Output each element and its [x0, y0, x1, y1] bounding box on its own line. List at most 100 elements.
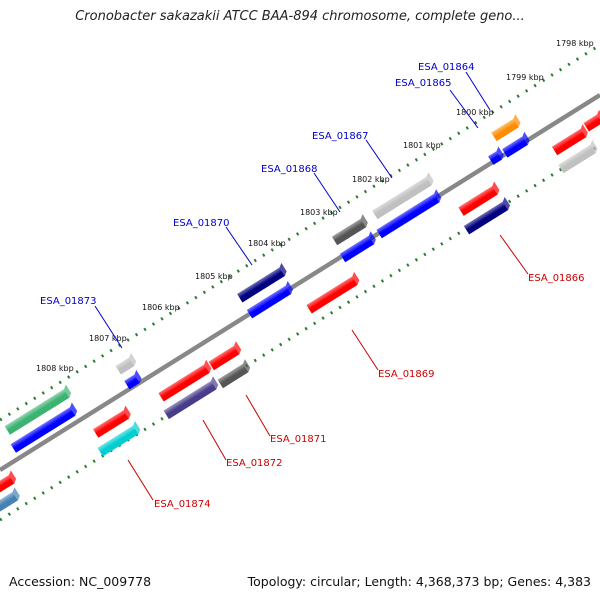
topology-info-text: Topology: circular; Length: 4,368,373 bp… — [247, 574, 591, 589]
tick-label: 1802 kbp — [352, 175, 390, 184]
gene-block-edge — [352, 271, 360, 285]
gene-block-highlight — [115, 357, 132, 371]
gene-block[interactable] — [0, 470, 18, 494]
gene-label-forward[interactable]: ESA_01865 — [395, 78, 452, 89]
tick-label: 1805 kbp — [195, 272, 233, 281]
inner-dotted-track — [0, 143, 600, 522]
gene-block-highlight — [583, 114, 600, 128]
gene-block-edge — [434, 189, 442, 203]
gene-label-reverse[interactable]: ESA_01866 — [528, 273, 585, 284]
gene-block-edge — [368, 231, 376, 245]
gene-block-highlight — [163, 380, 214, 415]
label-leader-lines — [94, 71, 529, 501]
gene-block[interactable] — [0, 487, 21, 513]
gene-label-forward[interactable]: ESA_01868 — [261, 164, 318, 175]
tick-label: 1800 kbp — [456, 108, 494, 117]
gene-block[interactable] — [207, 341, 243, 371]
gene-block[interactable] — [338, 231, 377, 263]
gene-block[interactable] — [157, 359, 213, 402]
gene-block-edge — [496, 146, 504, 160]
gene-block-highlight — [97, 425, 136, 453]
map-title: Cronobacter sakazakii ATCC BAA-894 chrom… — [75, 9, 525, 24]
outer-dotted-track — [0, 43, 600, 422]
gene-block-edge — [513, 114, 521, 128]
gene-block-edge — [243, 359, 251, 373]
gene-block-edge — [285, 280, 293, 295]
kbp-tick-labels: 1798 kbp 1799 kbp 1800 kbp 1801 kbp 1802… — [36, 39, 594, 373]
gene-block[interactable] — [216, 359, 252, 389]
gene-block-edge — [123, 405, 131, 419]
gene-block-edge — [204, 359, 212, 373]
gene-block[interactable] — [457, 181, 501, 216]
gene-block-highlight — [491, 118, 517, 137]
tick-label: 1798 kbp — [556, 39, 594, 48]
gene-block-edge — [133, 420, 141, 435]
gene-label-forward[interactable]: ESA_01867 — [312, 131, 369, 142]
tick-label: 1804 kbp — [248, 239, 286, 248]
gene-block[interactable] — [3, 384, 73, 435]
tick-label: 1801 kbp — [403, 141, 441, 150]
gene-block[interactable] — [371, 172, 436, 220]
gene-label-reverse[interactable]: ESA_01872 — [226, 458, 283, 469]
gene-block[interactable] — [582, 109, 600, 132]
tick-label: 1807 kbp — [89, 334, 127, 343]
gene-block-edge — [597, 109, 600, 124]
gene-block-highlight — [158, 364, 207, 398]
gene-block-edge — [502, 196, 510, 211]
gene-block-edge — [211, 376, 219, 390]
gene-block-highlight — [331, 218, 364, 242]
gene-block-edge — [129, 352, 137, 367]
gene-block[interactable] — [96, 420, 142, 457]
gene-block[interactable] — [245, 280, 294, 319]
gene-block-edge — [64, 384, 72, 398]
gene-block-edge — [8, 470, 17, 484]
gene-label-forward[interactable]: ESA_01864 — [418, 62, 475, 73]
gene-block-highlight — [208, 345, 237, 366]
gene-block-highlight — [458, 186, 495, 212]
gene-label-reverse[interactable]: ESA_01871 — [270, 434, 327, 445]
gene-block-edge — [360, 214, 368, 228]
gene-labels: ESA_01864 ESA_01865 ESA_01867 ESA_01868 … — [40, 62, 585, 510]
gene-block[interactable] — [550, 124, 589, 156]
tick-label: 1806 kbp — [142, 303, 180, 312]
gene-block-highlight — [0, 491, 16, 508]
gene-block[interactable] — [462, 196, 511, 235]
gene-block[interactable] — [501, 131, 532, 158]
gene-block[interactable] — [114, 352, 138, 375]
gene-label-forward[interactable]: ESA_01873 — [40, 296, 97, 307]
tick-label: 1803 kbp — [300, 208, 338, 217]
gene-block-edge — [234, 341, 242, 355]
gene-block[interactable] — [236, 262, 289, 303]
gene-block-edge — [12, 487, 20, 501]
accession-text: Accession: NC_009778 — [9, 574, 152, 589]
gene-block-highlight — [551, 128, 584, 152]
tick-label: 1799 kbp — [506, 73, 544, 82]
gene-label-forward[interactable]: ESA_01870 — [173, 218, 230, 229]
gene-block[interactable] — [330, 214, 369, 246]
gene-block-highlight — [306, 276, 355, 310]
gene-label-reverse[interactable]: ESA_01869 — [378, 369, 435, 380]
gene-block[interactable] — [490, 114, 522, 142]
gene-block-highlight — [339, 235, 372, 259]
gene-block-edge — [426, 172, 434, 186]
gene-block[interactable] — [123, 369, 143, 390]
gene-block-highlight — [217, 363, 246, 384]
gene-block-edge — [580, 124, 588, 138]
gene-label-reverse[interactable]: ESA_01874 — [154, 499, 211, 510]
gene-block[interactable] — [162, 376, 220, 420]
gene-block-highlight — [10, 407, 73, 449]
gene-block-highlight — [0, 474, 12, 489]
gene-block[interactable] — [91, 405, 132, 438]
gene-block-edge — [279, 262, 287, 276]
gene-block[interactable] — [9, 402, 79, 453]
gene-block-highlight — [558, 144, 594, 170]
gene-block[interactable] — [557, 140, 600, 174]
gene-block[interactable] — [487, 146, 506, 165]
gene-block[interactable] — [375, 189, 443, 239]
gene-block[interactable] — [305, 271, 361, 314]
gene-block-edge — [492, 181, 500, 195]
gene-block-highlight — [376, 193, 437, 235]
gene-block-highlight — [502, 136, 526, 154]
